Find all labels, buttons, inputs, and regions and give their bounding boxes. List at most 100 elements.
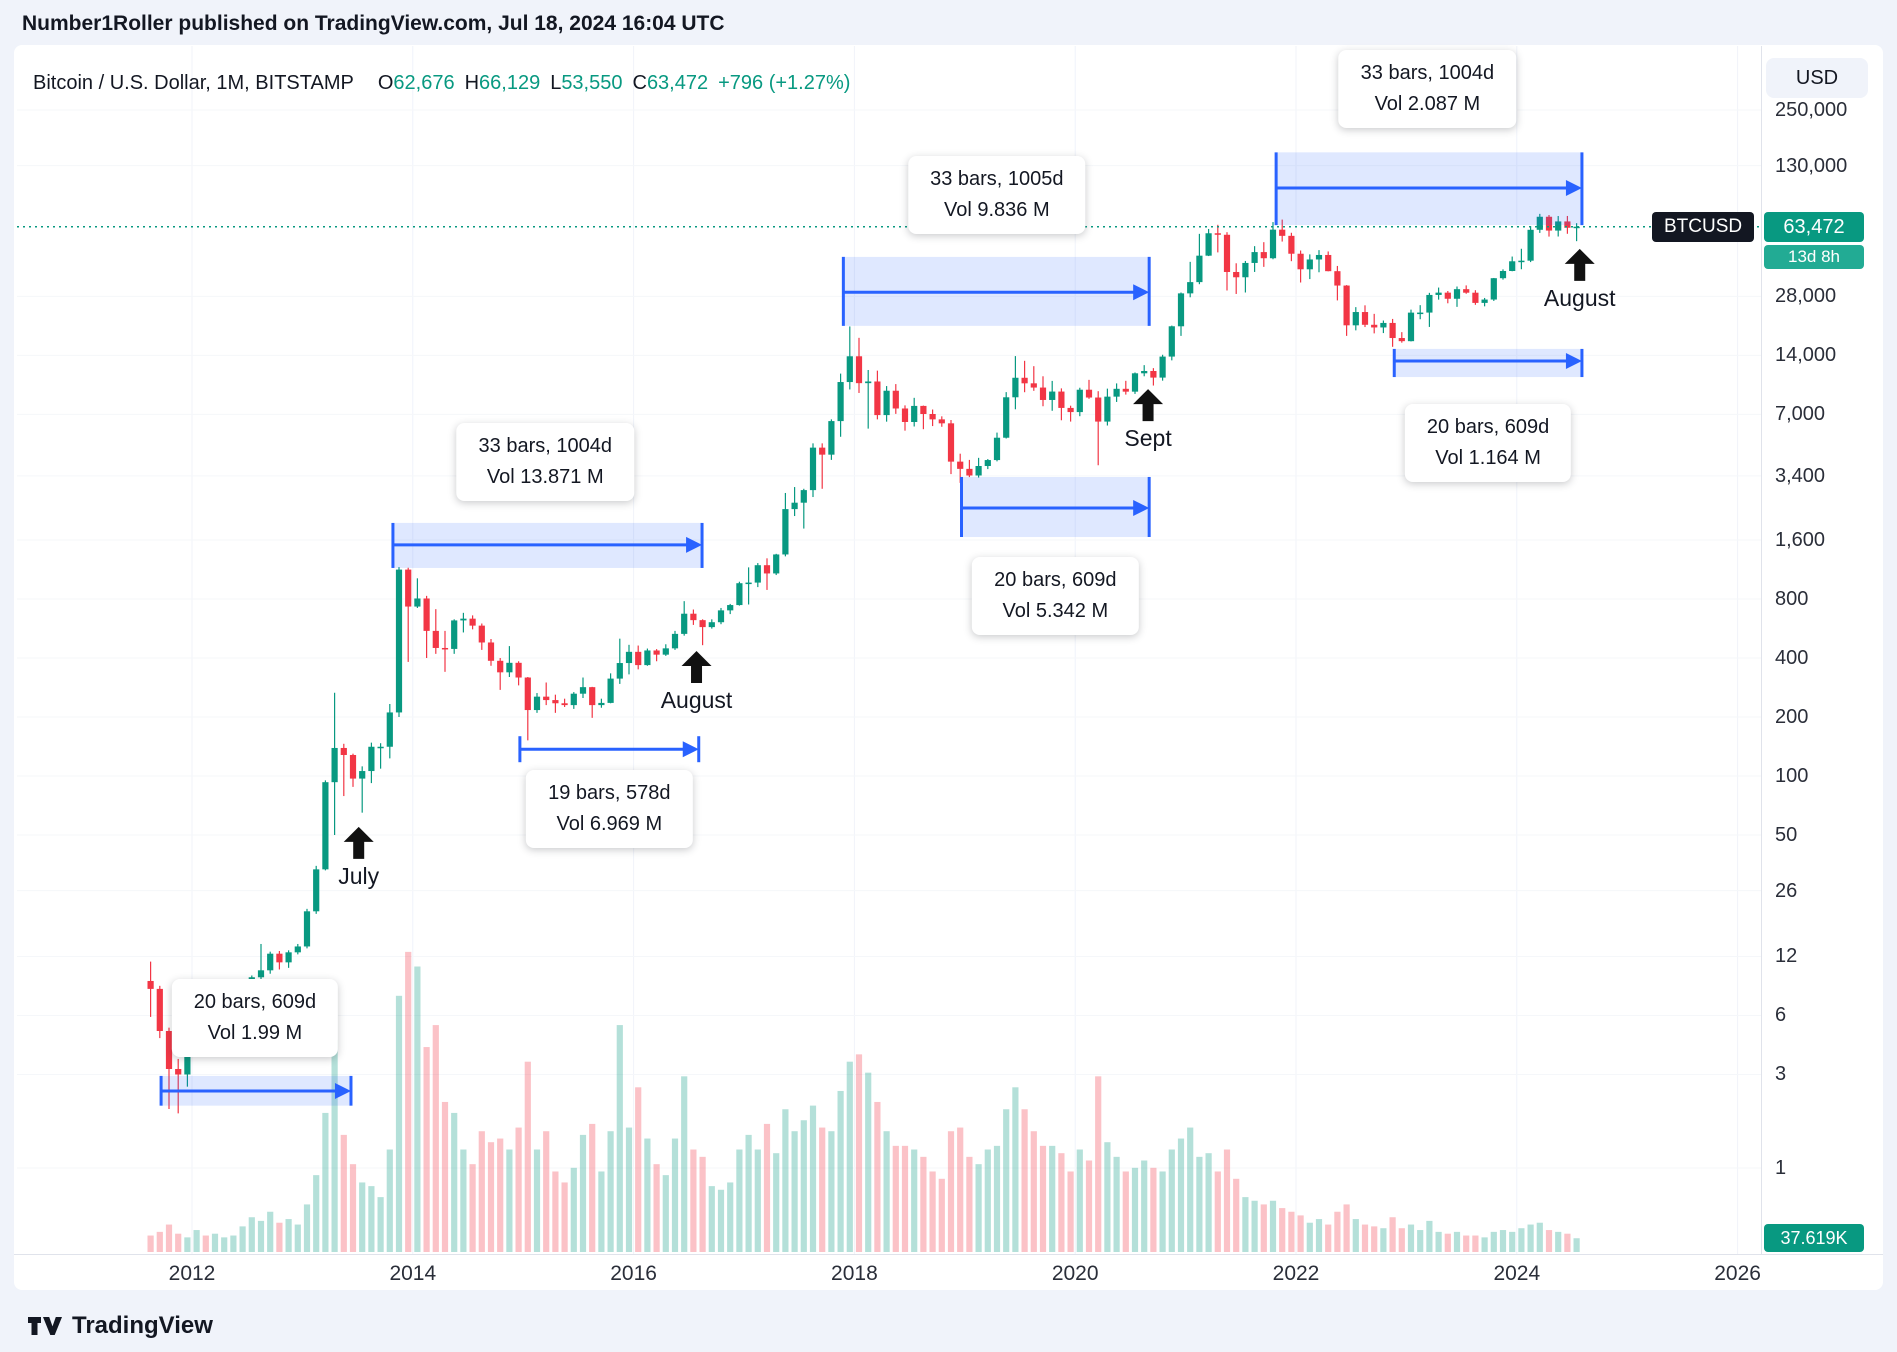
candle <box>1012 377 1019 398</box>
volume-bar <box>221 1237 228 1252</box>
measure-annotation[interactable] <box>841 256 1151 326</box>
price-tick-label: 50 <box>1775 824 1798 846</box>
candle <box>147 980 154 989</box>
candle <box>1536 216 1543 230</box>
candle <box>478 625 485 643</box>
volume-bar <box>1453 1231 1461 1252</box>
volume-bar <box>1030 1131 1037 1252</box>
candle <box>1085 389 1093 398</box>
volume-bar <box>1168 1149 1175 1252</box>
marker-arrow-up[interactable] <box>343 826 374 859</box>
volume-bar <box>165 1224 173 1252</box>
measure-annotation[interactable] <box>959 476 1151 538</box>
price-tick-label: 7,000 <box>1775 403 1826 426</box>
bar-countdown-label: 13d 8h <box>1764 245 1864 269</box>
marker-label[interactable]: August <box>660 687 733 714</box>
volume-bar <box>267 1211 274 1252</box>
volume-bar <box>901 1145 909 1252</box>
measure-label-box[interactable]: 33 bars, 1004d Vol 13.871 M <box>456 422 634 501</box>
candle <box>1389 322 1396 339</box>
measure-annotation[interactable] <box>1274 152 1584 226</box>
price-tick-label: 200 <box>1775 705 1809 728</box>
candle <box>699 620 706 628</box>
candle <box>1545 216 1553 231</box>
volume-bar <box>1426 1220 1433 1252</box>
marker-arrow-up[interactable] <box>681 651 712 684</box>
volume-bar <box>993 1145 1001 1252</box>
candle <box>791 502 798 510</box>
measure-label-box[interactable]: 20 bars, 609d Vol 1.164 M <box>1404 404 1572 482</box>
volume-bar <box>432 1025 439 1252</box>
candle <box>1426 294 1433 313</box>
candle <box>1251 252 1258 263</box>
price-tick-label: 1 <box>1775 1157 1787 1179</box>
volume-bar <box>1113 1156 1120 1252</box>
volume-bar <box>257 1220 265 1252</box>
volume-bar <box>405 951 412 1252</box>
price-axis-separator <box>1761 46 1762 1254</box>
candle <box>497 660 504 673</box>
volume-bar <box>598 1171 605 1252</box>
candle <box>616 663 623 679</box>
candle <box>1049 391 1056 400</box>
candle <box>589 687 596 706</box>
volume-bar <box>938 1178 945 1252</box>
measure-label-box[interactable]: 33 bars, 1005d Vol 9.836 M <box>908 156 1086 235</box>
volume-bar <box>579 1134 587 1252</box>
candle <box>635 651 642 666</box>
currency-toggle-button[interactable]: USD <box>1766 58 1868 98</box>
measure-annotation[interactable] <box>159 1075 353 1106</box>
symbol-price-tag: BTCUSD <box>1652 212 1755 242</box>
candle <box>736 583 743 606</box>
ohlc-letter: C <box>632 72 647 94</box>
candle <box>1361 312 1369 325</box>
candle <box>1398 338 1405 342</box>
volume-bar <box>386 1149 393 1252</box>
candle <box>782 509 789 555</box>
volume-bar <box>1058 1153 1065 1252</box>
volume-bar <box>1003 1109 1010 1252</box>
price-tick-label: 250,000 <box>1775 99 1848 121</box>
volume-bar <box>285 1219 292 1252</box>
volume-bar <box>1049 1145 1056 1252</box>
marker-label[interactable]: Sept <box>1124 425 1172 452</box>
volume-bar <box>303 1204 311 1252</box>
volume-bar <box>1444 1233 1451 1252</box>
volume-bar <box>1214 1171 1221 1252</box>
measure-label-box[interactable]: 20 bars, 609d Vol 5.342 M <box>972 557 1139 636</box>
candle <box>745 582 752 585</box>
marker-arrow-up[interactable] <box>1564 248 1595 281</box>
volume-bar <box>1398 1228 1405 1252</box>
measure-label-box[interactable]: 33 bars, 1004d Vol 2.087 M <box>1338 49 1517 128</box>
candle <box>441 647 449 650</box>
candle <box>1444 292 1451 299</box>
marker-arrow-up[interactable] <box>1133 389 1164 422</box>
candles-series <box>147 213 1580 1114</box>
volume-bar <box>957 1127 964 1252</box>
volume-bar <box>1361 1224 1369 1252</box>
volume-bar <box>1555 1231 1562 1252</box>
volume-bar <box>469 1164 476 1252</box>
candle <box>368 746 375 772</box>
measure-annotation[interactable] <box>391 522 704 568</box>
time-tick-label: 2024 <box>1493 1262 1541 1285</box>
volume-bar <box>1223 1149 1231 1252</box>
marker-label[interactable]: August <box>1543 284 1616 311</box>
volume-bar <box>1509 1231 1516 1252</box>
marker-label[interactable]: July <box>338 862 380 889</box>
volume-bar <box>690 1149 697 1252</box>
candle <box>506 662 513 673</box>
measure-label-box[interactable]: 19 bars, 578d Vol 6.969 M <box>526 769 693 848</box>
volume-bar <box>883 1131 890 1252</box>
candle <box>809 447 817 491</box>
volume-bar <box>184 1237 191 1252</box>
candle <box>1141 371 1148 374</box>
candle <box>340 747 347 755</box>
measure-label-box[interactable]: 20 bars, 609d Vol 1.99 M <box>171 979 339 1058</box>
volume-bar <box>727 1182 734 1252</box>
candle <box>1021 377 1028 384</box>
measure-annotation[interactable] <box>1392 348 1584 378</box>
measure-annotation[interactable] <box>518 736 701 763</box>
